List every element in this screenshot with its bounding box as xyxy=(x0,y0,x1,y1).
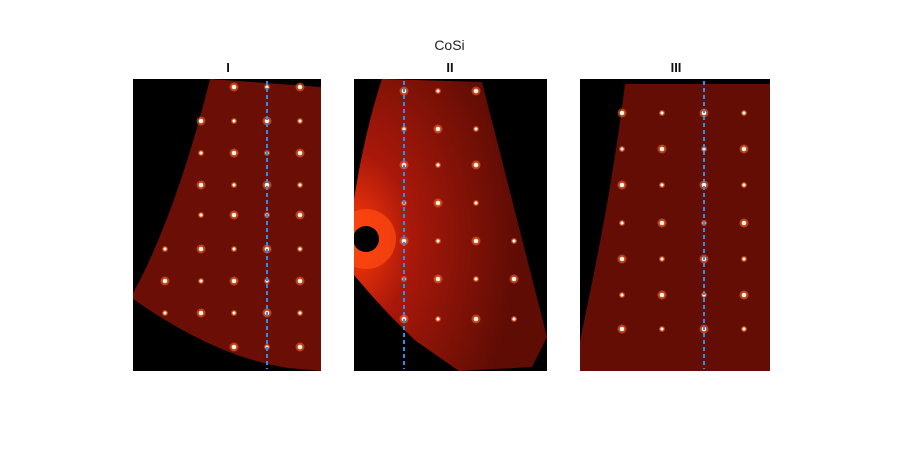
bragg-spot xyxy=(232,247,236,251)
bragg-spot xyxy=(436,239,440,243)
bragg-spot xyxy=(436,89,440,93)
bragg-spot xyxy=(619,182,625,188)
bragg-spot xyxy=(264,118,270,124)
bragg-spot xyxy=(298,183,302,187)
bragg-spot xyxy=(473,88,479,94)
bragg-spot xyxy=(620,221,624,225)
bragg-spot xyxy=(264,182,270,188)
bragg-spot xyxy=(401,162,407,168)
bragg-spot xyxy=(512,239,516,243)
bragg-spot xyxy=(198,310,204,316)
bragg-spot xyxy=(436,317,440,321)
diffraction-map-i xyxy=(133,79,321,371)
bragg-spot xyxy=(741,146,747,152)
bragg-spot xyxy=(232,311,236,315)
bragg-spot xyxy=(231,212,237,218)
bragg-spot xyxy=(232,183,236,187)
bragg-spot xyxy=(435,276,441,282)
bragg-spots xyxy=(617,108,749,334)
bragg-spot xyxy=(619,326,625,332)
bragg-spot xyxy=(474,127,478,131)
bragg-spots xyxy=(399,86,519,324)
bragg-spot xyxy=(660,327,664,331)
figure-title: CoSi xyxy=(434,37,465,53)
bragg-spot xyxy=(742,327,746,331)
bragg-spot xyxy=(473,162,479,168)
bragg-spot xyxy=(619,110,625,116)
bragg-spot xyxy=(198,182,204,188)
coverage-region xyxy=(580,84,770,371)
bragg-spots xyxy=(160,82,305,352)
bragg-spot xyxy=(660,257,664,261)
bragg-spot xyxy=(265,85,269,89)
bragg-spot xyxy=(741,292,747,298)
bragg-spot xyxy=(231,278,237,284)
panel-label-iii: III xyxy=(670,60,682,75)
bragg-spot xyxy=(742,111,746,115)
panel-label-i: I xyxy=(226,60,230,75)
bragg-spot xyxy=(741,220,747,226)
bragg-spot xyxy=(402,127,406,131)
bragg-spot xyxy=(199,213,203,217)
bragg-spot xyxy=(297,212,303,218)
bragg-spot xyxy=(298,247,302,251)
bragg-spot xyxy=(435,200,441,206)
bragg-spot xyxy=(231,84,237,90)
bragg-spot xyxy=(297,278,303,284)
bragg-spot xyxy=(231,344,237,350)
bragg-spot xyxy=(163,247,167,251)
bragg-spot xyxy=(198,246,204,252)
bragg-spot xyxy=(620,147,624,151)
bragg-spot xyxy=(660,183,664,187)
bragg-spot xyxy=(702,147,706,151)
bragg-spot xyxy=(660,111,664,115)
bragg-spot xyxy=(231,150,237,156)
diffraction-map-iii xyxy=(580,79,770,371)
bragg-spot xyxy=(435,126,441,132)
bragg-spot xyxy=(473,238,479,244)
bragg-spot xyxy=(198,118,204,124)
bragg-spot xyxy=(199,151,203,155)
bragg-spot xyxy=(659,220,665,226)
bragg-spot xyxy=(232,119,236,123)
bragg-spot xyxy=(701,182,707,188)
diffraction-map-ii xyxy=(354,79,547,371)
bragg-spot xyxy=(659,292,665,298)
coverage-region xyxy=(133,79,321,371)
bragg-spot xyxy=(298,119,302,123)
bragg-spot xyxy=(401,238,407,244)
bragg-spot xyxy=(298,311,302,315)
bragg-spot xyxy=(474,277,478,281)
bragg-spot xyxy=(297,84,303,90)
bragg-spot xyxy=(474,201,478,205)
coverage-region xyxy=(354,79,547,371)
bragg-spot xyxy=(163,311,167,315)
bragg-spot xyxy=(512,317,516,321)
bragg-spot xyxy=(659,146,665,152)
bragg-spot xyxy=(742,257,746,261)
bragg-spot xyxy=(742,183,746,187)
bragg-spot xyxy=(511,276,517,282)
bragg-spot xyxy=(620,293,624,297)
panel-label-ii: II xyxy=(446,60,454,75)
bragg-spot xyxy=(473,316,479,322)
bragg-spot xyxy=(297,150,303,156)
bragg-spot xyxy=(199,279,203,283)
bragg-spot xyxy=(162,278,168,284)
bragg-spot xyxy=(297,344,303,350)
bragg-spot xyxy=(436,163,440,167)
bragg-spot xyxy=(619,256,625,262)
